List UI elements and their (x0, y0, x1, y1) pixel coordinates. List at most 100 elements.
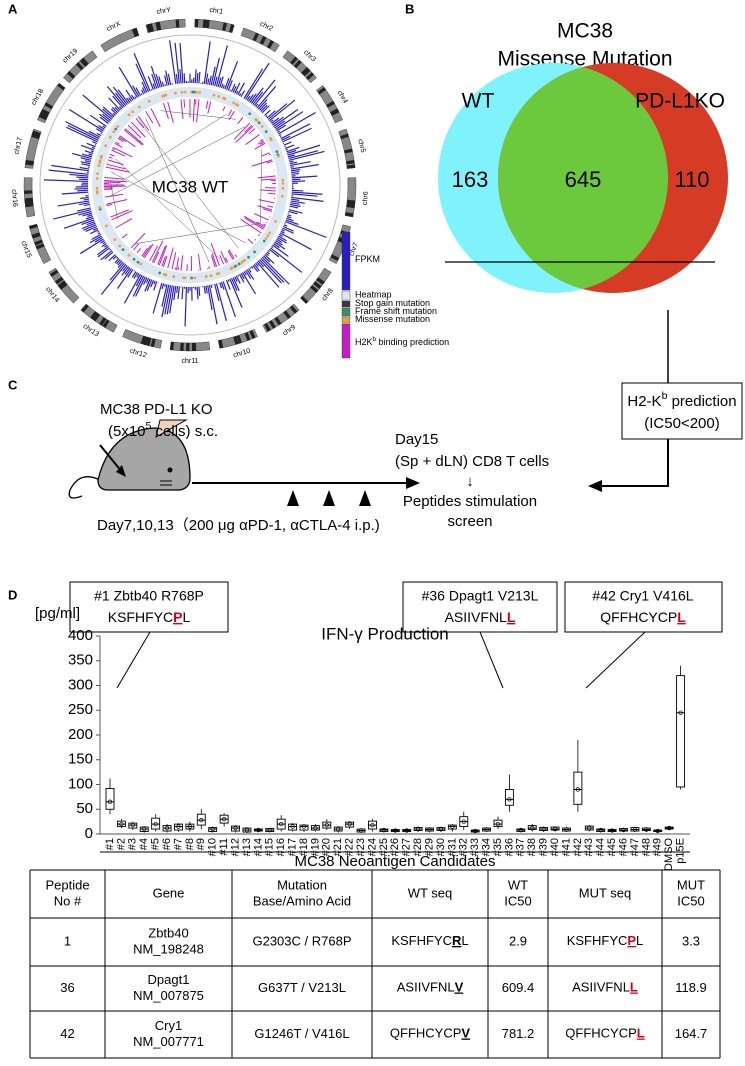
x-tick-label: #16 (275, 838, 287, 856)
median-point (427, 827, 432, 832)
fpkm-bar (117, 261, 124, 269)
text-part: L (636, 933, 643, 948)
table-cell: G1246T / V416L (254, 1026, 349, 1041)
binding-bar (114, 142, 123, 148)
mutation-dot (195, 90, 198, 94)
band (38, 113, 48, 121)
fpkm-bar (291, 175, 318, 179)
binding-bar (127, 124, 142, 139)
median-point (187, 824, 193, 829)
median-point (290, 824, 295, 829)
x-tick-label: #9 (195, 838, 207, 850)
panel-label: B (405, 1, 414, 16)
fpkm-bar (242, 272, 257, 295)
table-header: Base/Amino Acid (253, 893, 351, 908)
fpkm-bar (102, 108, 114, 119)
fpkm-bar (65, 126, 98, 143)
fpkm-bar (100, 263, 127, 295)
fpkm-bar (278, 111, 316, 135)
fpkm-bar (194, 69, 197, 84)
band (25, 203, 34, 208)
fpkm-bar (290, 203, 301, 208)
band (49, 269, 59, 277)
binding-bar (106, 203, 112, 207)
fpkm-bar (230, 277, 238, 291)
mutation-dot (248, 112, 252, 116)
fpkm-bar (164, 75, 168, 86)
mutation-dot (131, 110, 135, 114)
fpkm-bar (275, 240, 283, 246)
text-part: QFFHCYCP (565, 1026, 637, 1041)
fpkm-bar (102, 106, 115, 118)
x-tick-label: #47 (629, 838, 641, 856)
binding-bar (260, 178, 276, 181)
band (25, 161, 34, 166)
mutation-dot (280, 194, 284, 198)
fpkm-bar (198, 286, 201, 296)
text-part: b (373, 336, 377, 343)
fpkm-bar (196, 286, 199, 300)
table-header: No # (54, 893, 82, 908)
binding-bar (235, 125, 254, 143)
band (316, 277, 325, 285)
fpkm-bar (117, 260, 123, 266)
ideogram (240, 27, 280, 53)
legend-label: Heatmap (355, 290, 392, 300)
panel-label: D (8, 587, 17, 602)
median-point (142, 826, 147, 832)
x-tick-label: #37 (515, 838, 527, 856)
fpkm-bar (127, 269, 134, 278)
binding-bar (180, 255, 184, 271)
fpkm-bar (82, 212, 93, 217)
band (345, 212, 354, 217)
median-point (404, 828, 409, 833)
band (90, 311, 98, 320)
x-tick-label: #6 (161, 838, 173, 850)
fpkm-bar (79, 238, 104, 255)
binding-bar (145, 111, 154, 124)
fpkm-bar (281, 229, 285, 232)
band (99, 317, 107, 326)
band (301, 67, 310, 75)
fpkm-bar (118, 66, 138, 98)
fpkm-bar (278, 133, 282, 137)
x-tick-label: DMSO (663, 838, 675, 871)
x-tick-label: #22 (344, 838, 356, 856)
median-point (667, 825, 672, 831)
fpkm-bar (272, 244, 289, 257)
mutation-dot (190, 276, 194, 280)
band (218, 339, 224, 349)
fpkm-bar (184, 286, 188, 327)
chromosome-label: chr5 (356, 138, 366, 153)
median-point (164, 825, 170, 831)
binding-bar (130, 232, 146, 249)
binding-bar (112, 146, 133, 158)
binding-bar (151, 240, 164, 263)
fpkm-bar (122, 265, 128, 272)
median-point (176, 824, 181, 829)
set-label: WT (462, 90, 495, 113)
mutation-dot (260, 125, 264, 128)
mutation-dot (269, 138, 273, 142)
x-tick-label: #42 (572, 838, 584, 856)
fpkm-bar (283, 224, 288, 227)
table-cell: 1 (64, 933, 71, 948)
mutation-dot (114, 127, 118, 131)
fpkm-bar (82, 94, 113, 120)
fpkm-bar (169, 40, 177, 85)
binding-bar (207, 101, 212, 114)
mutation-dot (236, 103, 240, 107)
legend-label: Stop gain mutation (355, 298, 430, 308)
fpkm-bar (220, 83, 224, 89)
x-tick-label: #5 (150, 838, 162, 850)
text-part: L (630, 980, 638, 995)
mutation-dot (158, 271, 162, 275)
median-point (598, 827, 603, 833)
fpkm-bar (260, 257, 285, 283)
mouse-label: MC38 PD-L1 KO (100, 401, 213, 418)
band (59, 282, 68, 290)
fpkm-bar (86, 220, 95, 226)
band (29, 223, 38, 230)
fpkm-bar (146, 279, 153, 292)
fpkm-bar (150, 280, 155, 288)
